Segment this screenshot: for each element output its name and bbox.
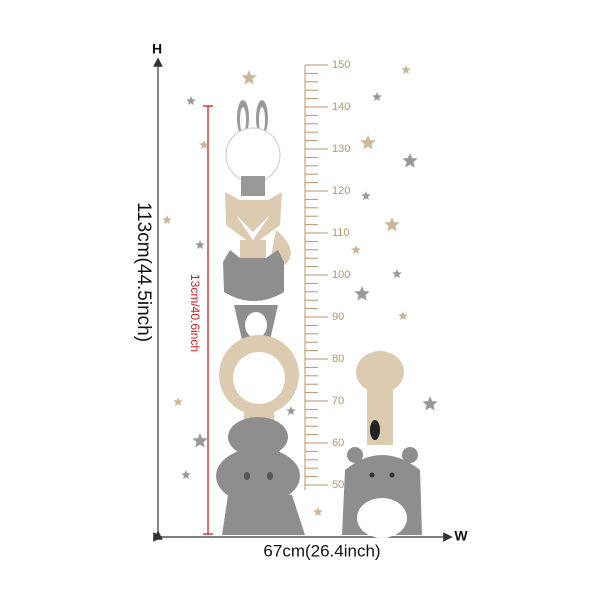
ruler-label: 140 [332,101,350,113]
ruler-label: 150 [332,59,350,71]
total-width: 67cm(26.4inch) [263,541,380,560]
ruler: 150 140 130 120 110 100 90 80 70 60 50 [304,59,350,491]
ruler-label: 110 [332,227,350,239]
ruler-label: 90 [332,311,344,323]
star [186,96,196,105]
star [241,70,257,85]
star [173,397,183,406]
ruler-label: 100 [332,269,350,281]
animals [216,100,422,538]
star [398,311,408,320]
star [286,406,296,415]
star [422,396,438,411]
star [372,92,382,101]
star [199,140,209,149]
star [354,286,370,301]
total-height: 113cm(44.5inch) [133,202,154,342]
dimension-lines [153,57,453,542]
star [192,433,208,448]
height-marker: H [152,41,162,57]
star [181,470,191,479]
star [313,507,323,516]
ruler-label: 50 [332,479,344,491]
star [384,217,400,232]
star [392,269,402,278]
star [195,240,205,249]
stars [162,65,438,516]
width-marker: W [454,528,468,544]
star [401,65,411,74]
star [361,191,371,200]
star [402,153,418,168]
ruler-label: 60 [332,437,344,449]
start-height: 13cm/40.6inch [188,274,202,352]
star [162,215,172,224]
ruler-label: 130 [332,143,350,155]
ruler-label: 70 [332,395,344,407]
star [351,245,361,254]
ruler-label: 80 [332,353,344,365]
ruler-label: 120 [332,185,350,197]
star [360,135,376,150]
